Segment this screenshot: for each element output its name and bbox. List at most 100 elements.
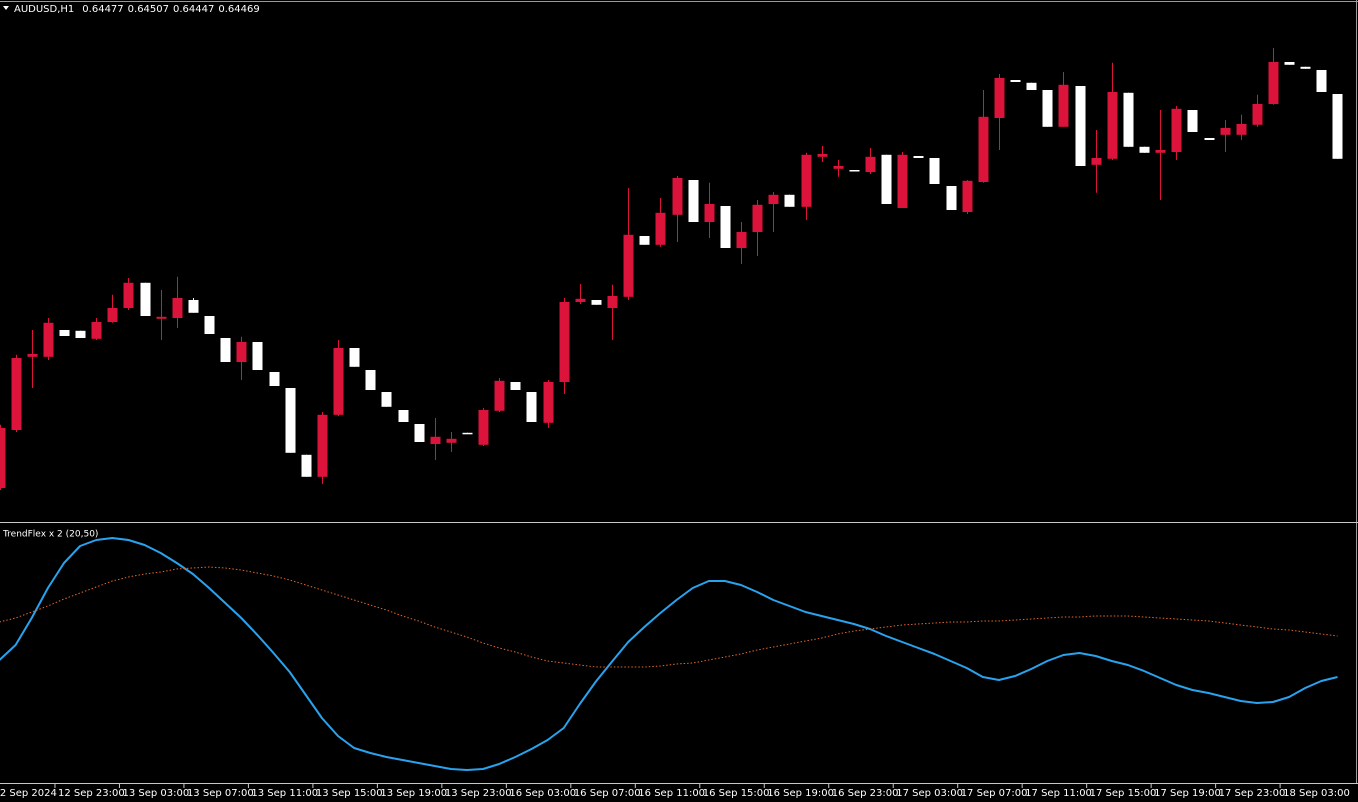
candle-body (833, 166, 844, 169)
candle-body (1058, 84, 1069, 127)
x-tick-label: 17 Sep 15:00 (1090, 788, 1157, 799)
candle-body (591, 300, 602, 305)
candle-body (236, 342, 247, 362)
candle-body (607, 296, 618, 308)
candle-body (752, 204, 763, 232)
candle-body (317, 414, 328, 477)
x-tick-label: 17 Sep 23:00 (1219, 788, 1286, 799)
candle-body (494, 380, 505, 411)
candle-body (75, 330, 86, 338)
x-tick-label: 17 Sep 07:00 (961, 788, 1028, 799)
indicator-line-slow (0, 566, 1338, 668)
candle-body (301, 454, 312, 477)
x-tick-label: 13 Sep 11:00 (251, 788, 318, 799)
candle-body (913, 156, 924, 158)
candle-body (269, 372, 280, 386)
candle-body (204, 316, 215, 334)
candle-body (478, 410, 489, 445)
candle-body (285, 388, 296, 453)
candle-body (43, 322, 54, 357)
candle-body (1042, 90, 1053, 127)
candle-body (1204, 138, 1215, 140)
candle-body (365, 370, 376, 390)
candle-body (1252, 104, 1263, 125)
x-tick-label: 17 Sep 19:00 (1154, 788, 1221, 799)
x-tick-label: 18 Sep 03:00 (1283, 788, 1350, 799)
candle-body (1139, 146, 1150, 153)
candle-body (1316, 70, 1327, 92)
candle-body (1155, 150, 1166, 153)
candle-body (27, 354, 38, 357)
candle-body (817, 154, 828, 157)
header-value: 0.64469 (218, 4, 259, 15)
header-value: 0.64507 (128, 4, 169, 15)
candle-body (736, 232, 747, 248)
candle-body (349, 348, 360, 367)
x-tick-label: 12 Sep 23:00 (58, 788, 125, 799)
indicator-panel (0, 537, 1338, 771)
candle-body (1075, 86, 1086, 166)
x-tick-label: 12 Sep 2024 (0, 788, 57, 799)
menu-arrow[interactable] (3, 6, 9, 10)
candle-body (11, 358, 22, 430)
candle-body (140, 282, 151, 316)
x-tick-label: 16 Sep 15:00 (703, 788, 770, 799)
candle-body (526, 392, 537, 422)
candle-body (946, 186, 957, 210)
candle-body (430, 436, 441, 444)
price-panel (0, 48, 1343, 490)
candle-body (1123, 92, 1134, 147)
candle-body (1332, 94, 1343, 159)
candle-body (865, 156, 876, 172)
x-tick-label: 13 Sep 07:00 (187, 788, 254, 799)
candle-body (1268, 62, 1279, 104)
x-tick-label: 17 Sep 03:00 (896, 788, 963, 799)
candle-body (672, 178, 683, 215)
candle-body (543, 382, 554, 423)
candle-body (1187, 110, 1198, 132)
candle-body (655, 212, 666, 245)
candle-body (978, 116, 989, 182)
candle-body (559, 302, 570, 382)
candle-body (462, 432, 473, 435)
candle-body (688, 180, 699, 222)
candle-body (510, 382, 521, 390)
candle-body (1026, 82, 1037, 90)
candle-body (1107, 92, 1118, 159)
candle-body (381, 392, 392, 407)
candle-body (252, 342, 263, 370)
candle-body (897, 154, 908, 208)
candle-body (929, 158, 940, 184)
candle-body (398, 410, 409, 422)
candle-body (123, 282, 134, 308)
indicator-line-fast (0, 537, 1338, 771)
candle-body (881, 154, 892, 204)
candle-body (1300, 66, 1311, 69)
candle-body (994, 78, 1005, 118)
candle-body (333, 348, 344, 415)
x-tick-label: 13 Sep 23:00 (445, 788, 512, 799)
candle-body (220, 338, 231, 362)
candle-body (962, 180, 973, 212)
candle-body (172, 298, 183, 318)
candle-body (801, 154, 812, 207)
candle-body (1171, 108, 1182, 152)
header-value: 0.64447 (173, 4, 214, 15)
candle-body (1236, 124, 1247, 135)
candle-body (1091, 158, 1102, 165)
candle-body (1284, 62, 1295, 65)
candle-body (1010, 80, 1021, 82)
x-tick-label: 16 Sep 11:00 (638, 788, 705, 799)
candle-body (446, 438, 457, 443)
candle-body (704, 204, 715, 222)
candle-body (91, 322, 102, 339)
x-tick-label: 16 Sep 23:00 (832, 788, 899, 799)
x-tick-label: 16 Sep 07:00 (574, 788, 641, 799)
x-tick-label: 16 Sep 03:00 (509, 788, 576, 799)
x-tick-label: 13 Sep 03:00 (122, 788, 189, 799)
x-tick-label: 17 Sep 11:00 (1025, 788, 1092, 799)
candle-body (156, 316, 167, 319)
